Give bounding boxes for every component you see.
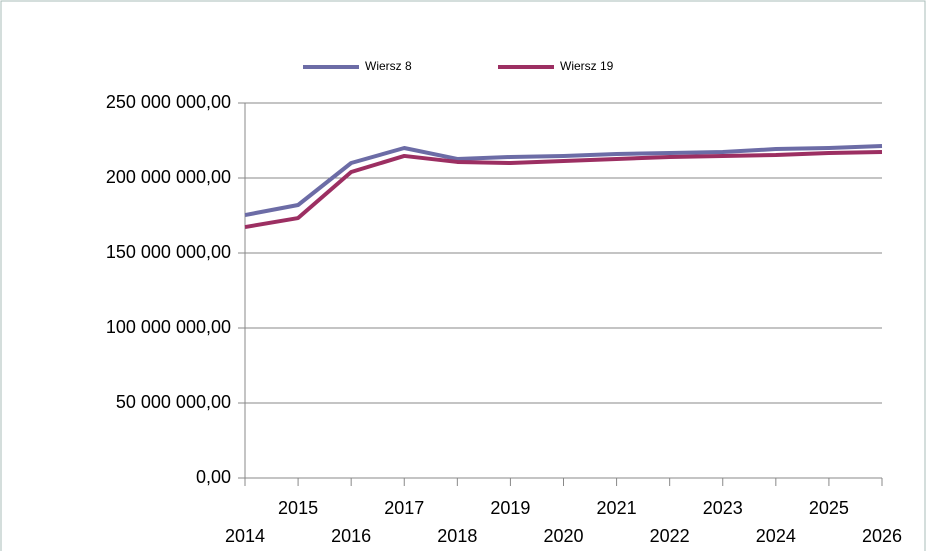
x-tick-label: 2014: [225, 526, 265, 546]
series-line: [244, 150, 883, 230]
y-tick-label: 100 000 000,00: [106, 317, 231, 337]
legend-label: Wiersz 8: [365, 59, 412, 73]
x-tick-label: 2025: [809, 498, 849, 518]
y-tick-label: 50 000 000,00: [116, 392, 231, 412]
x-tick-label: 2022: [650, 526, 690, 546]
x-tick-label: 2018: [437, 526, 477, 546]
x-tick-label: 2026: [862, 526, 902, 546]
x-tick-label: 2020: [543, 526, 583, 546]
x-tick-label: 2023: [703, 498, 743, 518]
y-tick-label: 200 000 000,00: [106, 167, 231, 187]
x-tick-label: 2015: [278, 498, 318, 518]
legend-label: Wiersz 19: [560, 59, 614, 73]
x-tick-label: 2016: [331, 526, 371, 546]
series-line: [244, 144, 883, 218]
x-tick-label: 2019: [490, 498, 530, 518]
y-tick-label: 0,00: [196, 467, 231, 487]
x-tick-label: 2024: [756, 526, 796, 546]
y-tick-label: 250 000 000,00: [106, 92, 231, 112]
x-tick-label: 2021: [597, 498, 637, 518]
y-tick-label: 150 000 000,00: [106, 242, 231, 262]
x-tick-label: 2017: [384, 498, 424, 518]
